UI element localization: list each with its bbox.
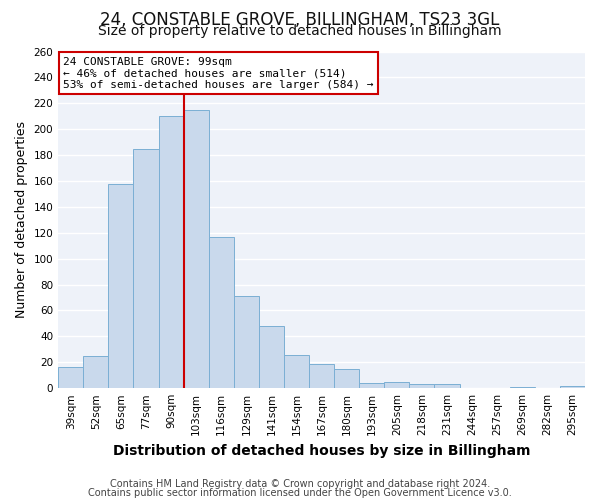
Bar	[560, 386, 585, 388]
Y-axis label: Number of detached properties: Number of detached properties	[15, 122, 28, 318]
Text: Size of property relative to detached houses in Billingham: Size of property relative to detached ho…	[98, 24, 502, 38]
Text: Contains public sector information licensed under the Open Government Licence v3: Contains public sector information licen…	[88, 488, 512, 498]
Text: 24, CONSTABLE GROVE, BILLINGHAM, TS23 3GL: 24, CONSTABLE GROVE, BILLINGHAM, TS23 3G…	[100, 11, 500, 29]
Bar	[133, 148, 158, 388]
Bar	[409, 384, 434, 388]
Text: 24 CONSTABLE GROVE: 99sqm
← 46% of detached houses are smaller (514)
53% of semi: 24 CONSTABLE GROVE: 99sqm ← 46% of detac…	[64, 56, 374, 90]
Bar	[234, 296, 259, 388]
X-axis label: Distribution of detached houses by size in Billingham: Distribution of detached houses by size …	[113, 444, 530, 458]
Bar	[259, 326, 284, 388]
Bar	[359, 383, 385, 388]
Bar	[284, 354, 309, 388]
Bar	[109, 184, 133, 388]
Bar	[385, 382, 409, 388]
Bar	[434, 384, 460, 388]
Text: Contains HM Land Registry data © Crown copyright and database right 2024.: Contains HM Land Registry data © Crown c…	[110, 479, 490, 489]
Bar	[510, 387, 535, 388]
Bar	[334, 369, 359, 388]
Bar	[58, 368, 83, 388]
Bar	[83, 356, 109, 388]
Bar	[309, 364, 334, 388]
Bar	[158, 116, 184, 388]
Bar	[209, 236, 234, 388]
Bar	[184, 110, 209, 388]
